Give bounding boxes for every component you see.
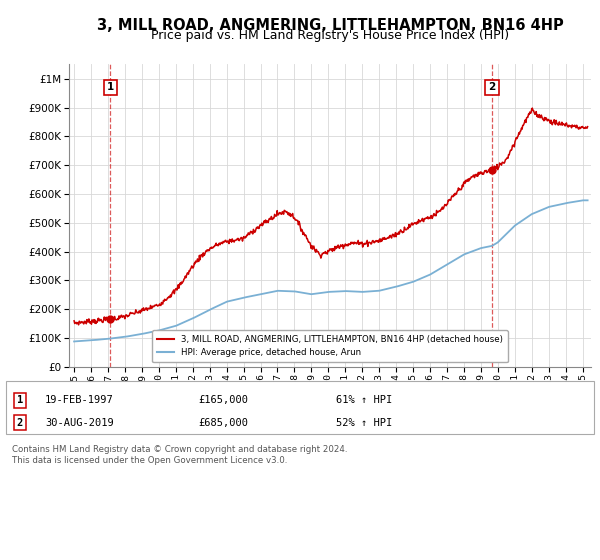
Legend: 3, MILL ROAD, ANGMERING, LITTLEHAMPTON, BN16 4HP (detached house), HPI: Average : 3, MILL ROAD, ANGMERING, LITTLEHAMPTON, … [152, 330, 508, 362]
Text: 61% ↑ HPI: 61% ↑ HPI [336, 395, 392, 405]
Text: 2: 2 [17, 418, 23, 428]
Text: £685,000: £685,000 [198, 418, 248, 428]
Text: 1: 1 [107, 82, 114, 92]
Text: 19-FEB-1997: 19-FEB-1997 [45, 395, 114, 405]
Text: 2: 2 [488, 82, 496, 92]
Text: 52% ↑ HPI: 52% ↑ HPI [336, 418, 392, 428]
Text: 30-AUG-2019: 30-AUG-2019 [45, 418, 114, 428]
Text: Contains HM Land Registry data © Crown copyright and database right 2024.
This d: Contains HM Land Registry data © Crown c… [12, 445, 347, 465]
Text: £165,000: £165,000 [198, 395, 248, 405]
Text: 3, MILL ROAD, ANGMERING, LITTLEHAMPTON, BN16 4HP: 3, MILL ROAD, ANGMERING, LITTLEHAMPTON, … [97, 18, 563, 33]
Text: Price paid vs. HM Land Registry's House Price Index (HPI): Price paid vs. HM Land Registry's House … [151, 29, 509, 42]
Text: 1: 1 [17, 395, 23, 405]
